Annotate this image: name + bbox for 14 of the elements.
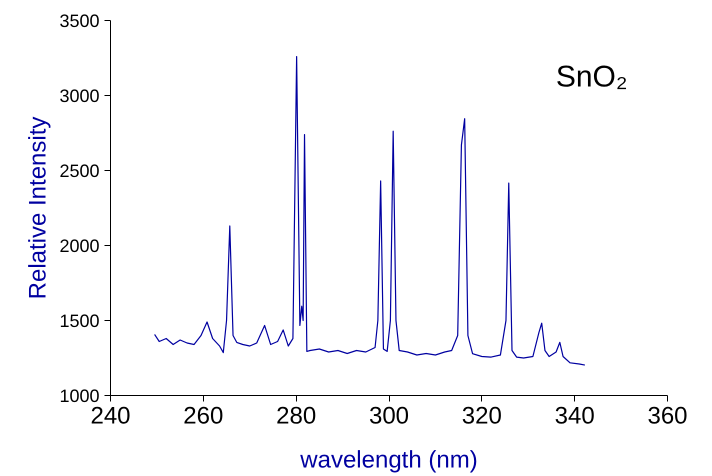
x-axis-title: wavelength (nm) [299,446,478,474]
y-tick-label: 2000 [59,236,100,256]
x-tick-label: 280 [276,402,316,430]
x-tick-label: 300 [368,402,410,430]
x-tick-label: 260 [183,402,224,430]
y-axis-title: Relative Intensity [24,116,52,300]
x-tick-label: 320 [462,402,502,430]
x-tick-label: 340 [554,402,595,430]
annotation: SnO₂ [556,60,628,94]
y-tick-label: 1500 [59,311,100,331]
y-tick-label: 2500 [59,161,100,181]
y-tick-label: 3000 [59,86,100,106]
x-tick-label: 360 [647,402,688,430]
y-tick-label: 3500 [59,11,100,31]
